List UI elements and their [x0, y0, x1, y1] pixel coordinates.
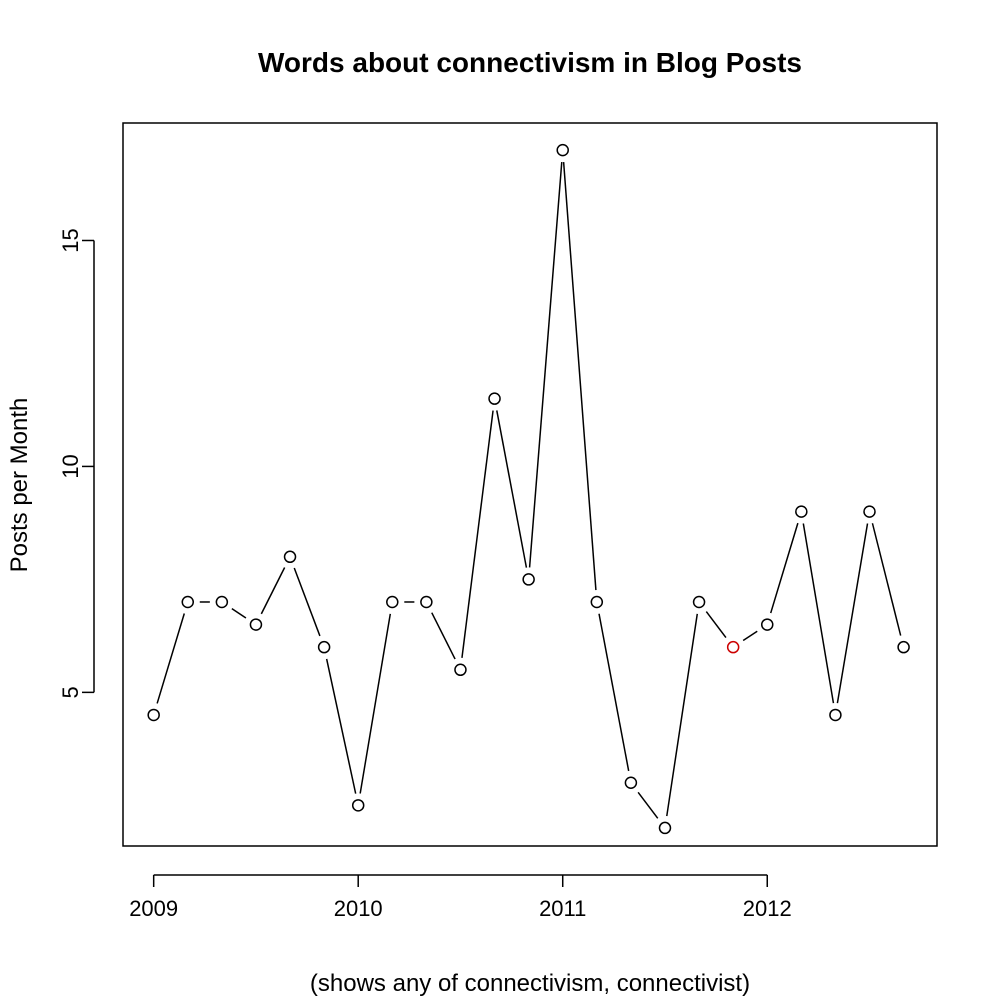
- series-line-segment: [293, 567, 321, 637]
- series-line-segment: [705, 611, 727, 639]
- x-tick-label: 2012: [743, 896, 792, 921]
- y-tick-label: 15: [58, 228, 83, 252]
- data-point: [283, 550, 297, 564]
- data-point: [556, 143, 569, 157]
- series-line-segment: [461, 410, 494, 658]
- data-point: [181, 595, 195, 609]
- series-line-segment: [562, 162, 597, 591]
- series-line-segment: [666, 613, 699, 817]
- data-point: [215, 595, 229, 609]
- series-line-segment: [431, 612, 456, 660]
- data-point: [420, 595, 433, 609]
- data-point: [351, 799, 365, 812]
- series-line-segment: [802, 523, 835, 704]
- series-line-segment: [156, 613, 186, 704]
- data-point-highlighted: [726, 640, 740, 654]
- x-axis-label: (shows any of connectivism, connectivist…: [310, 970, 750, 997]
- data-point: [897, 640, 910, 654]
- series-line-segment: [871, 523, 902, 636]
- data-point: [522, 573, 535, 586]
- data-point: [795, 505, 808, 518]
- series-line-segment: [598, 613, 630, 772]
- x-axis: 2009 2010 2011 2012: [129, 874, 792, 921]
- y-axis-label: Posts per Month: [6, 398, 33, 573]
- series-line-segment: [742, 630, 758, 642]
- series-lines: [156, 162, 902, 819]
- series-line-segment: [260, 567, 286, 615]
- data-point: [590, 595, 604, 609]
- y-axis: 5 10 15: [58, 228, 95, 698]
- series-line-segment: [231, 607, 247, 619]
- x-tick-label: 2011: [539, 896, 586, 921]
- chart-title: Words about connectivism in Blog Posts: [258, 47, 802, 78]
- data-point: [386, 595, 399, 609]
- y-tick-label: 5: [58, 686, 83, 698]
- data-point: [249, 618, 263, 631]
- data-point: [658, 821, 672, 835]
- y-tick-label: 10: [58, 454, 83, 478]
- data-point: [692, 595, 706, 609]
- data-point: [829, 708, 842, 722]
- series-line-segment: [836, 523, 869, 704]
- series-line-segment: [637, 791, 659, 819]
- x-tick-label: 2009: [129, 896, 178, 921]
- data-point: [147, 708, 160, 722]
- data-point: [317, 640, 331, 654]
- series-line-segment: [496, 410, 528, 568]
- series-line-segment: [325, 658, 357, 794]
- data-point: [624, 776, 638, 789]
- data-point: [760, 618, 774, 631]
- series-line-segment: [769, 522, 799, 614]
- data-point: [454, 663, 467, 677]
- series-line-segment: [528, 162, 563, 568]
- plot-frame: [122, 122, 938, 847]
- x-tick-label: 2010: [334, 896, 383, 921]
- series-points: [147, 143, 910, 835]
- data-point: [863, 505, 876, 518]
- series-line-segment: [359, 613, 392, 794]
- data-point: [488, 392, 501, 405]
